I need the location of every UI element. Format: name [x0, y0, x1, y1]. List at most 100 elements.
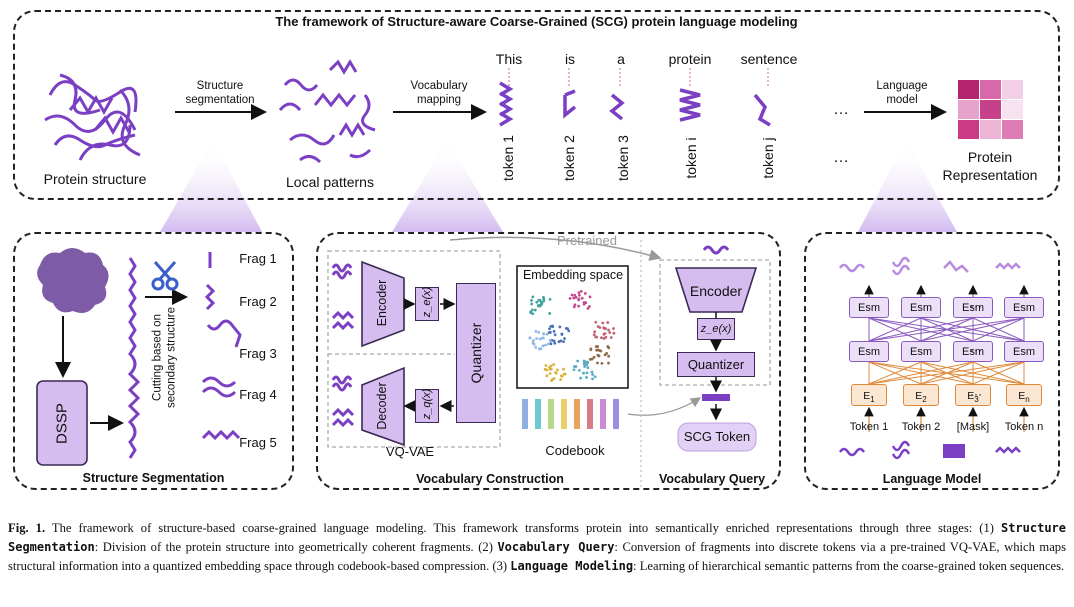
token-label-1: token 1 [500, 135, 516, 181]
attention-line [868, 317, 1025, 342]
heatmap-cell [1002, 100, 1023, 119]
vq-decoder-label: Decoder [375, 382, 389, 430]
zq-label: z_q(x) [421, 388, 433, 420]
embedding-point [600, 336, 603, 340]
top-title: The framework of Structure-aware Coarse-… [275, 14, 798, 29]
mask-token-block [943, 444, 965, 458]
protein-surface-blob [37, 248, 109, 313]
embedding-point [548, 312, 552, 315]
vocab-construction-graphics [327, 236, 771, 490]
scg-token-bar [702, 394, 730, 401]
ellipsis-bottom: … [833, 149, 849, 166]
protein-structure-graphic [44, 73, 141, 161]
lm-dots-mid: ··· [970, 343, 982, 357]
embedding-point [599, 349, 603, 353]
vocab-construction-title: Vocabulary Construction [416, 472, 564, 486]
embedding-point [544, 343, 547, 347]
token-1-shape [499, 81, 514, 127]
embedding-point [549, 367, 553, 371]
frag-3-shape [206, 319, 242, 348]
embedding-point [559, 339, 563, 343]
token-label-i: token i [683, 137, 699, 179]
token-input-label: Token n [1004, 421, 1044, 433]
lm-dots-top: ··· [970, 299, 982, 313]
cutting-label-2: secondary structure [165, 307, 178, 408]
ellipsis-top: … [833, 101, 849, 118]
embedding-point [579, 376, 582, 380]
embedding-point [577, 297, 581, 301]
query-quantizer-box [677, 352, 755, 377]
embedding-point [567, 329, 571, 333]
embedding-point [582, 371, 585, 375]
embedding-point [560, 374, 564, 378]
heatmap-cell [1002, 80, 1023, 99]
query-ze-box [697, 318, 735, 340]
query-ze-label: z_e(x) [700, 323, 732, 335]
frag-5-shape [201, 429, 241, 441]
language-model-arrow-label-1: Language [876, 80, 928, 92]
embedding-point [534, 345, 538, 349]
embedding-point [592, 355, 596, 359]
structure-segmentation-arrow-label-1: Structure [196, 80, 244, 92]
embedding-point [591, 377, 594, 381]
embedding-point [548, 365, 551, 369]
token-label-3: token 3 [615, 135, 631, 181]
embedding-point [572, 296, 576, 300]
embedding-point [592, 333, 596, 337]
language-model-panel [804, 232, 1060, 490]
dssp-label: DSSP [53, 403, 71, 444]
embedding-block: En [1006, 384, 1042, 406]
embedding-point [542, 299, 546, 303]
embedding-point [612, 327, 615, 330]
embedding-point [586, 366, 590, 370]
frag-4-label: Frag 4 [239, 387, 277, 402]
esm-block: Esm [901, 297, 941, 318]
embedding-space-label: Embedding space [522, 268, 624, 282]
embedding-point [579, 290, 583, 293]
heatmap-cell [958, 100, 979, 119]
embedding-point [573, 293, 577, 297]
esm-block: Esm [953, 297, 993, 318]
protein-structure-label: Protein structure [43, 171, 147, 187]
embedding-point [583, 291, 587, 295]
embedding-point [582, 359, 586, 363]
scg-token-box [677, 422, 757, 452]
embedding-point [588, 295, 592, 299]
caption-bold-2: Vocabulary Query [497, 540, 615, 554]
embedding-point [543, 367, 547, 371]
scissors-icon [151, 261, 179, 291]
embedding-point [560, 333, 564, 336]
embedding-point [548, 338, 552, 342]
embedding-point [586, 307, 590, 310]
caption-text-4: : Learning of hierarchical semantic patt… [633, 559, 1065, 573]
embedding-point [587, 305, 591, 308]
embedding-point [559, 378, 562, 382]
embedding-point [568, 297, 572, 300]
heatmap-cell [958, 80, 979, 99]
output-fragment [838, 263, 866, 273]
embedding-point [532, 342, 536, 346]
embedding-point [552, 377, 556, 380]
output-fragment [891, 256, 911, 276]
embedding-point [541, 344, 545, 348]
embedding-point [602, 337, 606, 340]
word-3: a [617, 51, 625, 67]
embedding-point [549, 342, 553, 346]
frag-4-shape [201, 376, 237, 398]
embedding-point [563, 337, 566, 340]
embedding-point [552, 363, 556, 366]
vocabulary-panel [316, 232, 781, 490]
query-encoder-trapezoid [674, 267, 758, 313]
embedding-point [531, 295, 535, 299]
esm-block: Esm [849, 341, 889, 362]
embedding-point [572, 368, 576, 372]
embedding-point [590, 357, 594, 361]
quantizer-label: Quantizer [468, 322, 484, 384]
embedding-point [591, 373, 595, 376]
token-input-label: [Mask] [956, 421, 990, 433]
embedding-point [607, 328, 610, 332]
attention-line [972, 361, 1025, 385]
figure-caption: Fig. 1. The framework of structure-based… [8, 519, 1066, 576]
embedding-point [580, 296, 584, 300]
embedding-point [574, 296, 578, 299]
